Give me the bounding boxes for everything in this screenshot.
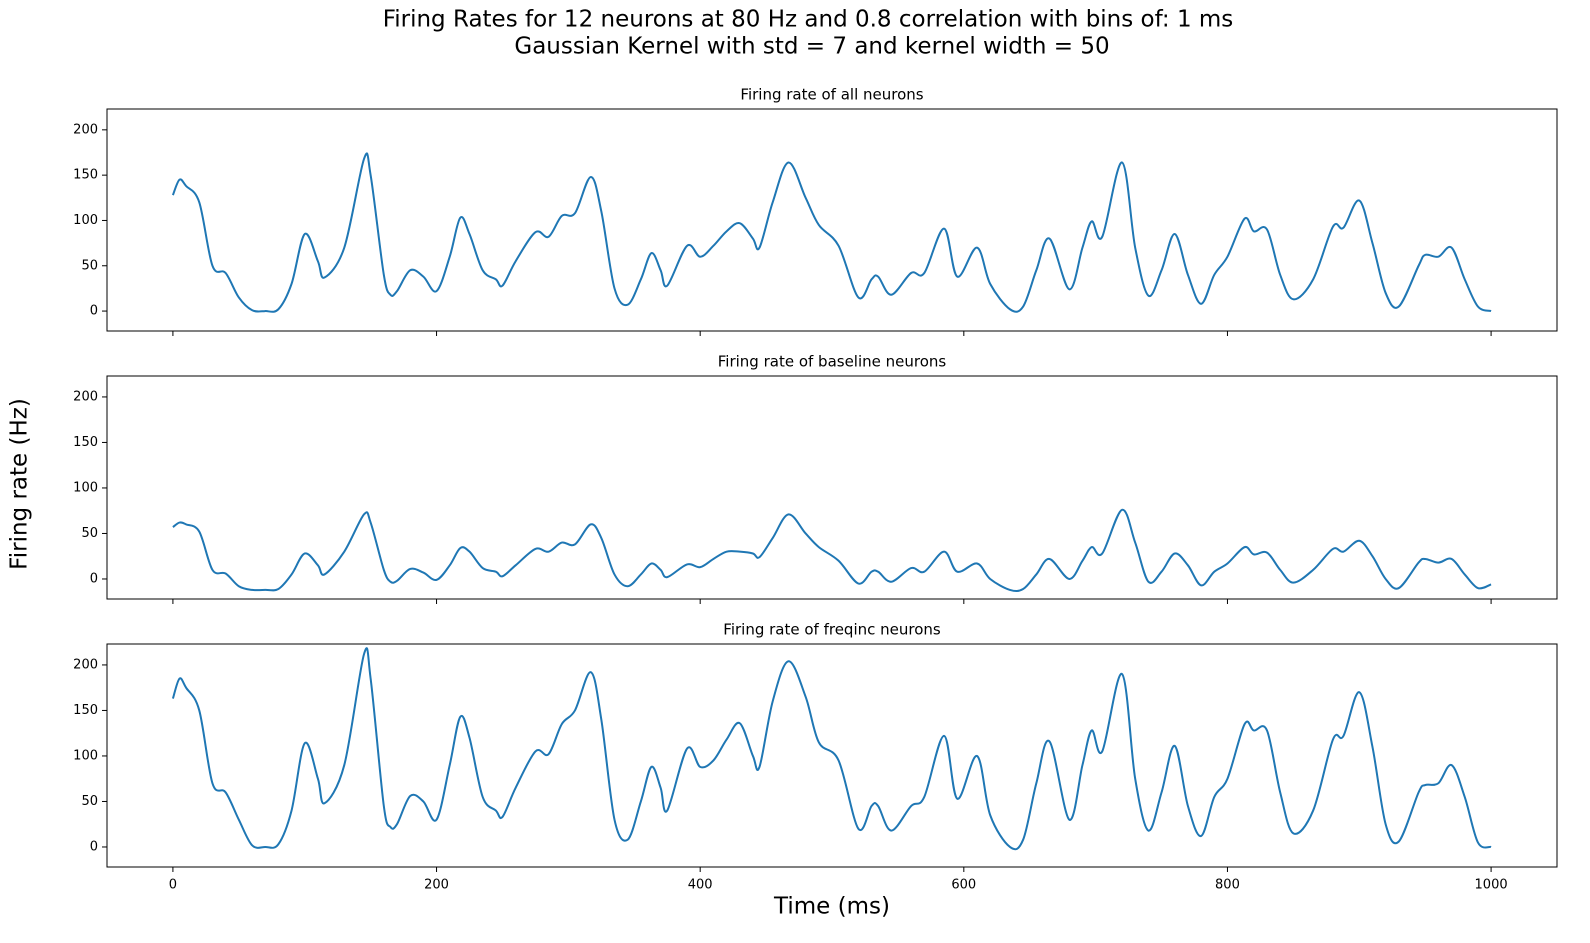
data-line xyxy=(172,508,1492,593)
y-tick-label: 150 xyxy=(73,435,98,450)
y-tick-label: 100 xyxy=(73,480,98,495)
y-tick-label: 200 xyxy=(73,122,98,137)
panel-title: Firing rate of baseline neurons xyxy=(718,353,947,371)
y-tick-label: 50 xyxy=(81,794,98,809)
figure-title: Firing Rates for 12 neurons at 80 Hz and… xyxy=(383,7,1234,33)
y-tick-label: 200 xyxy=(73,389,98,404)
y-tick-label: 0 xyxy=(90,839,98,854)
axes-frame xyxy=(106,375,1558,600)
y-tick-label: 0 xyxy=(90,304,98,319)
y-tick-label: 100 xyxy=(73,748,98,763)
x-tick-label: 600 xyxy=(951,878,976,893)
y-tick-label: 200 xyxy=(73,657,98,672)
axes-frame xyxy=(106,643,1558,868)
figure-subtitle: Gaussian Kernel with std = 7 and kernel … xyxy=(514,34,1109,60)
y-tick-label: 150 xyxy=(73,703,98,718)
y-tick-label: 50 xyxy=(81,258,98,273)
x-tick-label: 200 xyxy=(424,878,449,893)
x-tick-label: 0 xyxy=(169,878,177,893)
y-tick-label: 150 xyxy=(73,168,98,183)
data-line xyxy=(171,152,1492,313)
x-axis-label: Time (ms) xyxy=(773,894,890,920)
data-line xyxy=(171,647,1492,851)
axes-frame xyxy=(106,108,1558,332)
y-tick-label: 0 xyxy=(90,571,98,586)
x-tick-label: 1000 xyxy=(1475,878,1508,893)
x-tick-label: 800 xyxy=(1215,878,1240,893)
panel-title: Firing rate of freqinc neurons xyxy=(723,621,941,639)
y-axis-label: Firing rate (Hz) xyxy=(7,398,33,570)
x-tick-label: 400 xyxy=(688,878,713,893)
panel-title: Firing rate of all neurons xyxy=(740,86,923,104)
y-tick-label: 100 xyxy=(73,213,98,228)
y-tick-label: 50 xyxy=(81,526,98,541)
